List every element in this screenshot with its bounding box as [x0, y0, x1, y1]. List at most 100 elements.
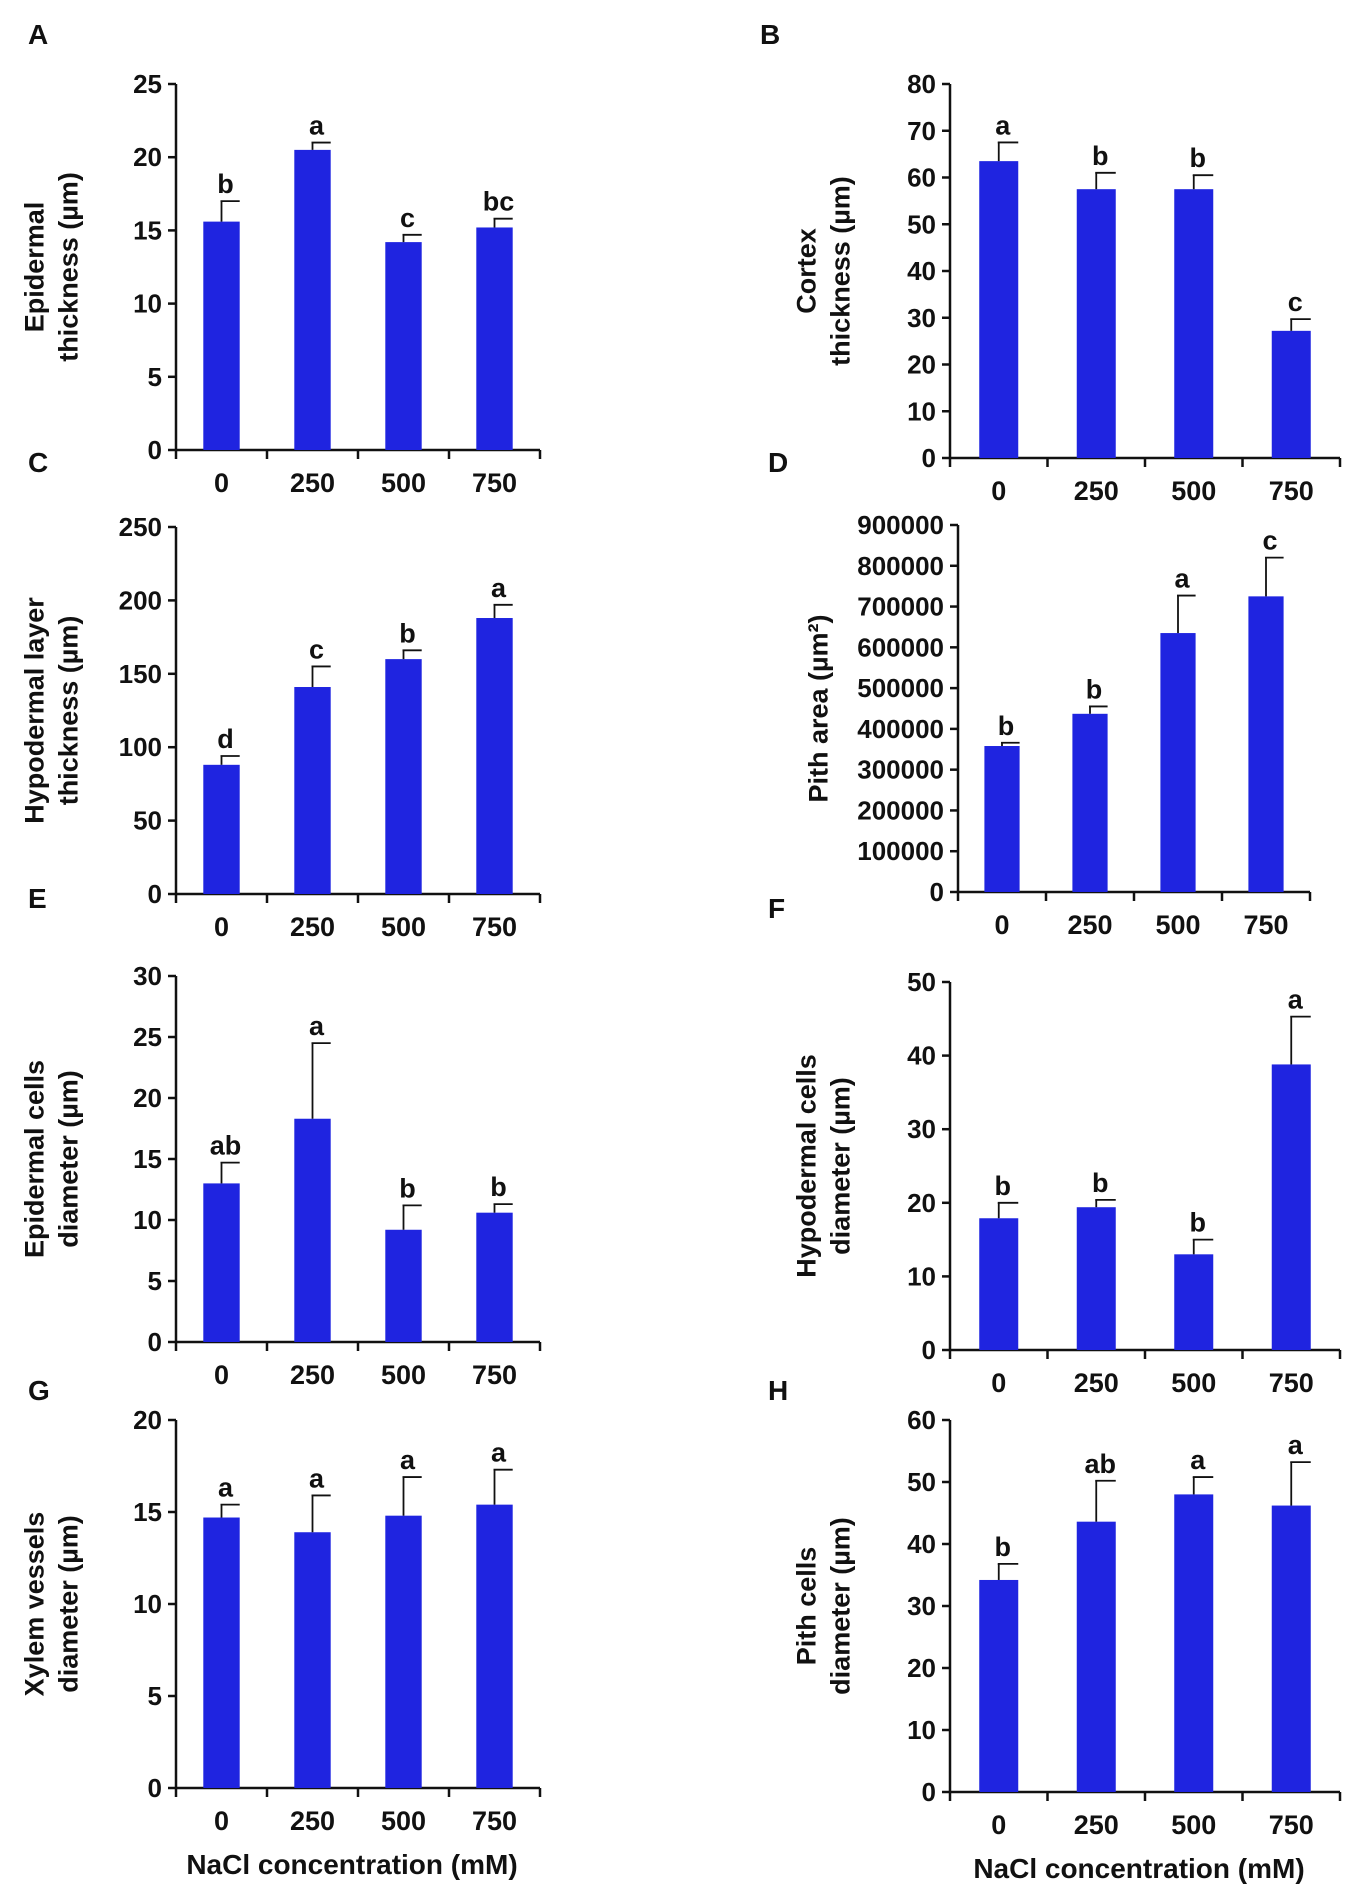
- y-tick-label: 400000: [857, 714, 944, 744]
- y-tick-label: 10: [133, 289, 162, 319]
- y-tick-label: 40: [907, 1041, 936, 1071]
- panel-letter: E: [28, 883, 47, 914]
- significance-letter: b: [399, 1173, 416, 1203]
- bar-0: [979, 161, 1019, 458]
- significance-letter: a: [1288, 985, 1304, 1015]
- y-tick-label: 150: [119, 659, 162, 689]
- x-category-label: 750: [472, 468, 517, 498]
- panel-c: C 0 50 100 150 200 250 d 0 c 250 b 500 a 750 Hypodermal…: [19, 447, 542, 942]
- x-category-label: 500: [381, 468, 426, 498]
- y-tick-label: 100: [119, 732, 162, 762]
- x-category-label: 500: [381, 1360, 426, 1390]
- y-tick-label: 10: [133, 1205, 162, 1235]
- y-tick-label: 80: [907, 69, 936, 99]
- significance-letter: c: [400, 203, 415, 233]
- x-category-label: 250: [1074, 1810, 1119, 1840]
- x-category-label: 0: [214, 468, 229, 498]
- x-category-label: 0: [991, 1368, 1006, 1398]
- y-tick-label: 70: [907, 116, 936, 146]
- significance-letter: b: [1190, 1208, 1207, 1238]
- bar-250: [294, 1532, 331, 1788]
- y-tick-label: 200000: [857, 795, 944, 825]
- x-category-label: 250: [290, 468, 335, 498]
- y-tick-label: 300000: [857, 755, 944, 785]
- y-tick-label: 100000: [857, 836, 944, 866]
- panel-f: F 0 10 20 30 40 50 b 0 b 250 b 500 a 750 Hypodermal cel…: [768, 893, 1342, 1398]
- y-axis-label: thickness (µm): [53, 616, 83, 806]
- y-axis-label: thickness (µm): [825, 176, 855, 366]
- x-category-label: 500: [1155, 910, 1200, 940]
- x-category-label: 750: [1269, 476, 1314, 506]
- significance-letter: a: [1190, 1445, 1206, 1475]
- significance-letter: b: [490, 1172, 507, 1202]
- y-tick-label: 200: [119, 585, 162, 615]
- y-tick-label: 5: [148, 362, 162, 392]
- panel-letter: D: [768, 447, 788, 478]
- x-category-label: 250: [1074, 476, 1119, 506]
- bar-500: [1174, 1254, 1214, 1350]
- x-axis-title: NaCl concentration (mM): [186, 1849, 517, 1880]
- significance-letter: b: [1086, 674, 1103, 704]
- x-category-label: 500: [1171, 1810, 1216, 1840]
- significance-letter: b: [1092, 1168, 1109, 1198]
- y-tick-label: 20: [133, 142, 162, 172]
- y-tick-label: 30: [907, 1591, 936, 1621]
- y-tick-label: 20: [907, 1653, 936, 1683]
- y-axis-label: Pith cells: [791, 1547, 821, 1666]
- bar-500: [385, 1515, 422, 1788]
- y-tick-label: 15: [133, 1144, 162, 1174]
- x-category-label: 250: [1074, 1368, 1119, 1398]
- y-tick-label: 10: [907, 1715, 936, 1745]
- panel-letter: F: [768, 893, 785, 924]
- bar-500: [1174, 189, 1214, 458]
- x-category-label: 750: [472, 1360, 517, 1390]
- y-tick-label: 60: [907, 163, 936, 193]
- bar-500: [385, 659, 422, 894]
- panel-letter: G: [28, 1375, 50, 1406]
- x-category-label: 750: [1269, 1810, 1314, 1840]
- bar-250: [1076, 189, 1116, 458]
- significance-letter: ab: [1084, 1449, 1116, 1479]
- y-tick-label: 50: [907, 967, 936, 997]
- y-tick-label: 10: [133, 1589, 162, 1619]
- significance-letter: a: [400, 1445, 416, 1475]
- y-tick-label: 5: [148, 1681, 162, 1711]
- bar-250: [1076, 1207, 1116, 1350]
- y-tick-label: 5: [148, 1266, 162, 1296]
- bar-750: [1271, 1505, 1311, 1792]
- x-category-label: 500: [381, 912, 426, 942]
- x-category-label: 0: [994, 910, 1009, 940]
- bar-250: [1076, 1521, 1116, 1792]
- x-category-label: 250: [290, 912, 335, 942]
- x-axis-title: NaCl concentration (mM): [973, 1853, 1304, 1884]
- x-category-label: 250: [1067, 910, 1112, 940]
- y-axis-label: diameter (µm): [825, 1517, 855, 1695]
- y-tick-label: 600000: [857, 632, 944, 662]
- y-tick-label: 15: [133, 215, 162, 245]
- panel-letter: A: [28, 19, 48, 50]
- y-tick-label: 800000: [857, 551, 944, 581]
- x-category-label: 750: [472, 1806, 517, 1836]
- significance-letter: a: [491, 573, 507, 603]
- significance-letter: a: [491, 1438, 507, 1468]
- bar-250: [1072, 713, 1108, 892]
- bar-500: [385, 1229, 422, 1342]
- y-tick-label: 0: [148, 879, 162, 909]
- y-axis-label: thickness (µm): [53, 172, 83, 362]
- bar-500: [1160, 633, 1196, 892]
- panel-g: G 0 5 10 15 20 a 0 a 250 a 500 a 750 Xylem vessels diam…: [19, 1375, 542, 1880]
- y-tick-label: 10: [907, 396, 936, 426]
- x-category-label: 500: [1171, 476, 1216, 506]
- y-tick-label: 30: [907, 303, 936, 333]
- y-tick-label: 15: [133, 1497, 162, 1527]
- y-axis-label: diameter (µm): [53, 1070, 83, 1248]
- bar-750: [476, 227, 513, 450]
- significance-letter: a: [309, 1011, 325, 1041]
- panel-letter: B: [760, 19, 780, 50]
- panel-e: E 0 5 10 15 20 25 30 ab 0 a 250 b 500 b 750 Epidermal ce…: [19, 883, 542, 1390]
- significance-letter: a: [309, 1463, 325, 1493]
- y-tick-label: 40: [907, 256, 936, 286]
- y-tick-label: 50: [907, 209, 936, 239]
- x-category-label: 500: [1171, 1368, 1216, 1398]
- bar-750: [476, 618, 513, 894]
